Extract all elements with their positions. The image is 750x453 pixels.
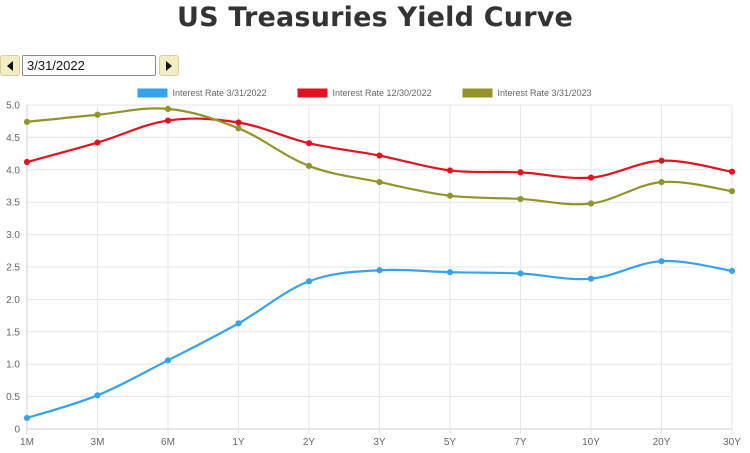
data-point: [164, 105, 172, 112]
data-point: [23, 158, 31, 166]
y-tick-label: 4.5: [6, 133, 20, 144]
x-tick-label: 10Y: [582, 437, 600, 448]
data-point: [658, 157, 665, 164]
data-point: [305, 140, 313, 147]
data-point: [446, 192, 454, 199]
data-point: [376, 267, 383, 274]
chevron-left-icon: [7, 60, 13, 71]
chart-title: US Treasuries Yield Curve: [176, 2, 574, 33]
legend-swatch: [462, 88, 493, 98]
legend-label: Interest Rate 12/30/2022: [333, 88, 432, 98]
data-point: [517, 169, 524, 176]
data-point: [94, 139, 101, 146]
y-tick-label: 1.0: [6, 360, 20, 371]
data-point: [587, 174, 595, 181]
data-point: [164, 357, 172, 364]
legend-swatch: [137, 88, 168, 98]
data-point: [587, 275, 595, 282]
data-point: [376, 179, 383, 186]
x-tick-label: 5Y: [444, 437, 457, 448]
y-tick-label: 3.0: [6, 230, 20, 241]
legend-swatch: [297, 88, 328, 98]
data-point: [446, 269, 454, 276]
data-point: [305, 162, 313, 170]
y-tick-label: 0.5: [6, 392, 20, 403]
data-point: [587, 200, 595, 207]
data-point: [658, 179, 665, 186]
y-tick-label: 2.5: [6, 263, 20, 274]
data-point: [235, 320, 242, 327]
data-point: [728, 267, 736, 274]
data-point: [517, 195, 524, 203]
x-tick-label: 20Y: [653, 437, 671, 448]
y-tick-label: 3.5: [6, 198, 20, 209]
data-point: [235, 119, 242, 126]
x-tick-label: 1Y: [232, 437, 245, 448]
legend-label: Interest Rate 3/31/2022: [173, 88, 267, 98]
x-tick-label: 1M: [20, 437, 34, 448]
data-point: [376, 152, 383, 159]
y-tick-label: 0: [14, 425, 20, 436]
yield-curve-chart: 0 0.5 1.0 1.5 2.0 2.5 3.0 3.5 4.0 4.5 5.0 1M 3M 6M 1Y 2…: [6, 88, 741, 448]
data-point: [305, 278, 313, 285]
x-tick-label: 6M: [161, 437, 175, 448]
x-tick-label: 3M: [91, 437, 105, 448]
previous-date-button[interactable]: [0, 55, 20, 76]
data-point: [94, 392, 101, 399]
data-point: [164, 117, 172, 124]
y-tick-label: 5.0: [6, 101, 20, 112]
x-tick-label: 2Y: [303, 437, 316, 448]
data-point: [23, 118, 31, 125]
chevron-right-icon: [166, 60, 172, 71]
data-point: [728, 168, 736, 175]
y-tick-label: 1.5: [6, 327, 20, 338]
data-point: [517, 270, 524, 277]
next-date-button[interactable]: [159, 55, 179, 76]
x-tick-label: 3Y: [373, 437, 386, 448]
y-tick-label: 4.0: [6, 165, 20, 176]
data-point: [235, 125, 242, 132]
data-point: [446, 167, 454, 174]
data-point: [728, 188, 736, 195]
date-input[interactable]: [22, 55, 156, 76]
y-tick-label: 2.0: [6, 295, 20, 306]
data-point: [658, 258, 665, 265]
data-point: [94, 111, 101, 118]
legend-label: Interest Rate 3/31/2023: [498, 88, 592, 98]
x-tick-label: 30Y: [723, 437, 741, 448]
data-point: [23, 414, 31, 422]
x-tick-label: 7Y: [514, 437, 527, 448]
